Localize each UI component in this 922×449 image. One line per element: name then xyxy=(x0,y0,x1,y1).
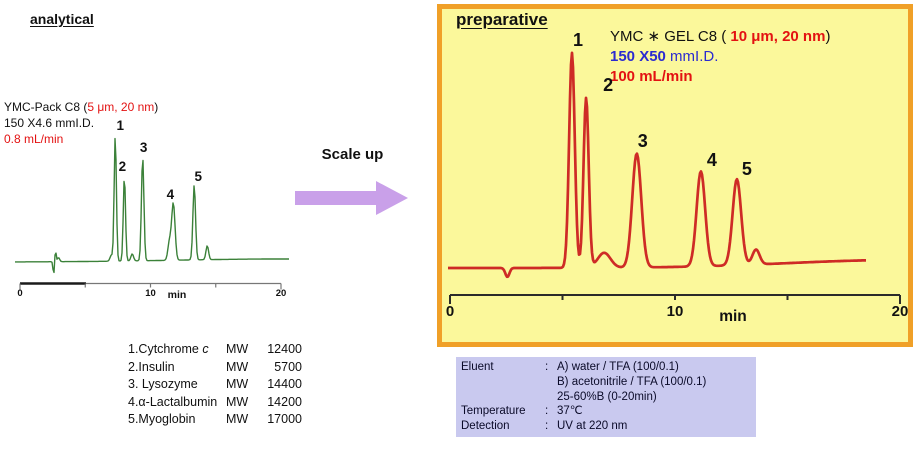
x-axis-unit-label: min xyxy=(168,289,187,301)
peak-number-label: 2 xyxy=(119,159,127,174)
particle-pore-size-text: 5 μm, 20 nm xyxy=(87,100,155,114)
condition-row: Detection: UV at 220 nm xyxy=(461,419,751,434)
mw-value: 17000 xyxy=(267,412,302,427)
condition-separator: : xyxy=(545,361,549,373)
condition-separator: : xyxy=(545,405,549,418)
mw-label: MW xyxy=(226,359,249,374)
compound-row: 1.Cytchrome c MW 12400 xyxy=(128,341,302,359)
condition-value: A) water / TFA (100/0.1) B) acetonitrile … xyxy=(557,361,707,403)
compound-name: 5.Myoglobin xyxy=(128,412,196,427)
preparative-title: preparative xyxy=(456,10,548,29)
compound-name: 1.Cytchrome c xyxy=(128,342,209,356)
compound-row: 3. Lysozyme MW 14400 xyxy=(128,376,302,394)
compound-row: 5.Myoglobin MW 17000 xyxy=(128,411,302,429)
compound-row: 4.α-Lactalbumin MW 14200 xyxy=(128,394,302,412)
compound-list: 1.Cytchrome c MW 12400 2.Insulin MW 5700 3. Ly… xyxy=(128,341,302,429)
preparative-column-info: YMC ∗ GEL C8 ( 10 μm, 20 nm) 150 X50 mmI… xyxy=(610,27,830,87)
x-tick-label: 20 xyxy=(276,288,287,299)
column-name-text: YMC ∗ GEL C8 ( xyxy=(610,28,731,45)
peak-number-label: 4 xyxy=(167,187,175,202)
mw-value: 12400 xyxy=(267,342,302,356)
preparative-column-line1: YMC ∗ GEL C8 ( 10 μm, 20 nm) xyxy=(610,27,830,47)
paren-close-text: ) xyxy=(825,28,831,45)
mw-value: 5700 xyxy=(274,359,302,374)
preparative-column-dimensions: 150 X50 mmI.D. xyxy=(610,47,830,67)
mw-value: 14200 xyxy=(267,394,302,409)
particle-pore-size-text: 10 μm, 20 nm xyxy=(730,28,826,45)
compound-row: 2.Insulin MW 5700 xyxy=(128,359,302,377)
mw-label: MW xyxy=(226,342,249,356)
condition-row: Eluent: A) water / TFA (100/0.1) B) aceton… xyxy=(461,360,751,404)
paren-close-text: ) xyxy=(154,100,159,114)
condition-separator: : xyxy=(545,420,549,433)
analytical-title: analytical xyxy=(30,11,94,27)
condition-value: 37℃ xyxy=(557,405,583,418)
mw-label: MW xyxy=(226,412,249,427)
analytical-column-line1: YMC-Pack C8 (5 μm, 20 nm) xyxy=(4,99,158,115)
condition-row: Temperature:37℃ xyxy=(461,404,751,419)
x-tick-label: 0 xyxy=(17,288,22,299)
x-tick-label: 10 xyxy=(145,288,156,299)
scale-up-label: Scale up xyxy=(321,146,384,163)
analytical-flow-rate: 0.8 mL/min xyxy=(4,132,64,146)
column-name-text: YMC-Pack C8 ( xyxy=(4,100,88,114)
condition-label: Detection xyxy=(461,420,510,433)
column-size-units-text: mmI.D. xyxy=(665,48,719,65)
condition-label: Temperature xyxy=(461,405,526,418)
compound-name: 4.α-Lactalbumin xyxy=(128,394,218,409)
analytical-column-info: YMC-Pack C8 (5 μm, 20 nm) 150 X4.6 mmI.D… xyxy=(4,99,158,147)
conditions-box: Eluent: A) water / TFA (100/0.1) B) aceton… xyxy=(456,357,756,437)
compound-name: 3. Lysozyme xyxy=(128,377,198,392)
condition-label: Eluent xyxy=(461,361,494,373)
mw-label: MW xyxy=(226,394,249,409)
mw-value: 14400 xyxy=(267,377,302,392)
scale-up-arrow-icon xyxy=(295,181,408,215)
preparative-flow-rate: 100 mL/min xyxy=(610,68,693,85)
column-size-text: 150 X50 xyxy=(610,48,666,65)
compound-name: 2.Insulin xyxy=(128,359,175,374)
condition-value: UV at 220 nm xyxy=(557,420,628,433)
analytical-column-dimensions: 150 X4.6 mmI.D. xyxy=(4,116,95,130)
mw-label: MW xyxy=(226,377,249,392)
peak-number-label: 5 xyxy=(194,169,202,184)
